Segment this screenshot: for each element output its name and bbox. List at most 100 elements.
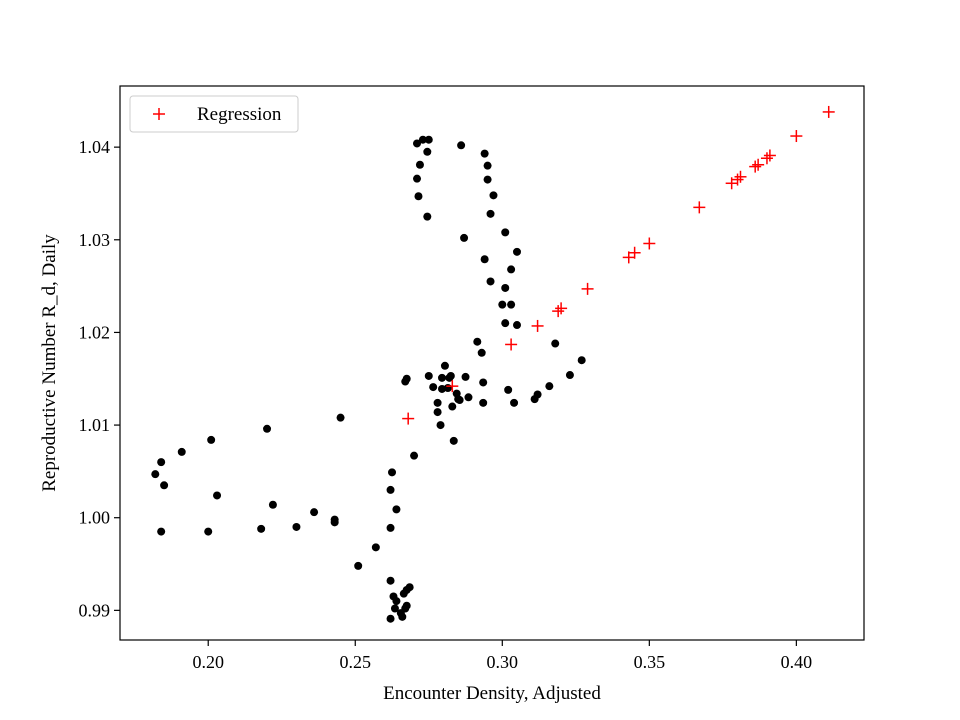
regression-point [760,152,773,165]
data-point [160,481,169,490]
data-point [392,505,401,514]
data-point [433,408,442,417]
data-point [455,396,464,405]
data-point [415,160,424,169]
data-point [512,321,521,330]
data-point [392,597,401,606]
data-point [388,468,397,477]
data-point [418,135,427,144]
x-tick-label: 0.25 [340,652,372,672]
data-point [480,149,489,158]
data-point [207,435,216,444]
data-point [551,339,560,348]
y-tick-label: 1.03 [79,230,111,250]
data-point [483,161,492,170]
regression-point [581,282,594,295]
x-tick-label: 0.20 [192,652,224,672]
data-point [507,265,516,274]
data-point [533,390,542,399]
regression-point [643,237,656,250]
data-point [486,209,495,218]
x-axis: 0.20 0.25 0.30 0.35 0.40 [192,640,812,672]
y-tick-label: 0.99 [79,600,111,620]
data-point [512,247,521,256]
y-tick-label: 1.04 [79,137,111,157]
regression-point [734,170,747,183]
data-point [479,378,488,387]
data-point [157,527,166,536]
data-point [507,300,516,309]
x-axis-label: Encounter Density, Adjusted [383,683,601,704]
series-layer [151,105,835,623]
regression-point [402,412,415,425]
data-point [545,382,554,391]
regression-point [505,338,518,351]
y-axis-label: Reproductive Number R_d, Daily [39,234,60,492]
data-point [336,413,345,422]
data-point [477,348,486,357]
regression-point [552,305,565,318]
x-tick-label: 0.35 [634,652,666,672]
data-point [460,233,469,242]
regression-point [749,160,762,173]
data-point [504,385,513,394]
y-tick-label: 1.01 [79,415,111,435]
data-point [396,609,405,618]
data-point [292,522,301,531]
legend-label-regression: Regression [197,104,282,125]
data-point [480,255,489,264]
data-point [399,589,408,598]
data-point [438,384,447,393]
data-point [565,371,574,380]
axes-frame [119,85,865,641]
data-point [402,601,411,610]
data-point [423,212,432,221]
data-point [354,561,363,570]
regression-point [531,319,544,332]
data-point [483,175,492,184]
legend-marker-regression [153,108,165,120]
x-tick-label: 0.40 [781,652,813,672]
data-point [401,377,410,386]
data-point [157,458,166,467]
regression-point [790,130,803,143]
data-point [449,436,458,445]
regression-point [752,158,765,171]
data-point [213,491,222,500]
data-point [268,500,277,509]
data-point [423,147,432,156]
data-point [310,508,319,517]
data-point [445,373,454,382]
data-point [390,604,399,613]
data-point [501,283,510,292]
data-point [386,485,395,494]
data-point [498,300,507,309]
data-point [263,424,272,433]
regression-point [763,149,776,162]
data-point [479,398,488,407]
regression-point [822,105,835,118]
data-point [501,319,510,328]
data-point [424,371,433,380]
data-point [257,524,266,533]
data-point [473,337,482,346]
data-point [461,372,470,381]
data-point [410,451,419,460]
data-point [177,447,186,456]
data-point [405,583,414,592]
data-point [464,393,473,402]
data-point [371,543,380,552]
data-point [413,174,422,183]
regression-point [446,380,459,393]
data-point [433,398,442,407]
regression-point [731,173,744,186]
data-point [386,614,395,623]
data-point [436,421,445,430]
data-point [424,135,433,144]
data-point [457,141,466,150]
data-point [577,356,586,365]
y-tick-label: 1.02 [79,322,111,342]
data-point [501,228,510,237]
data-point [386,523,395,532]
